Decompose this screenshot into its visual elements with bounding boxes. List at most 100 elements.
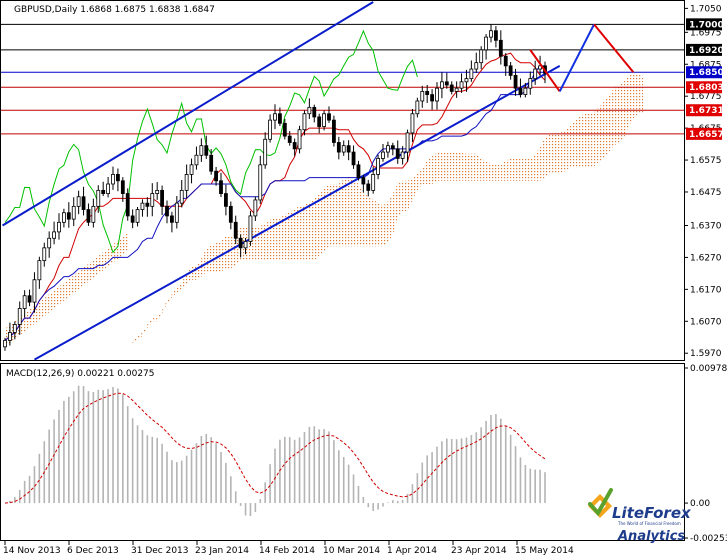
brand-sub: Analytics xyxy=(617,529,685,544)
candle-body xyxy=(302,113,307,131)
channel-line xyxy=(2,1,374,227)
candle-body xyxy=(62,212,66,223)
channel-line xyxy=(33,64,561,361)
price-tick-label: 1.6875 xyxy=(690,60,722,70)
candle-body xyxy=(327,113,331,121)
candle-body xyxy=(361,177,366,185)
macd-label: MACD(12,26,9) 0.00221 0.00275 xyxy=(6,369,155,379)
candle-body xyxy=(410,113,415,134)
candle-body xyxy=(420,90,425,102)
time-tick-label: 14 Nov 2013 xyxy=(3,546,61,556)
candle-body xyxy=(17,308,22,325)
candle-body xyxy=(233,221,238,239)
candle-body xyxy=(116,174,120,182)
candle-body xyxy=(381,151,385,159)
candle-body xyxy=(238,237,243,249)
candle-body xyxy=(268,119,272,140)
candle-body xyxy=(91,205,96,223)
candle-body xyxy=(145,202,150,207)
candle-body xyxy=(86,209,91,223)
level-tag-label: 1.6850 xyxy=(689,68,724,78)
candle-body xyxy=(42,247,47,262)
time-tick-label: 15 May 2014 xyxy=(515,546,574,556)
symbol-header: GBPUSD,Daily 1.6868 1.6875 1.6838 1.6847 xyxy=(14,5,215,15)
candle-body xyxy=(189,164,194,175)
candle-body xyxy=(508,65,513,76)
candle-body xyxy=(444,81,449,86)
trend-channel xyxy=(2,1,561,361)
candle-body xyxy=(120,180,125,194)
candle-body xyxy=(390,145,395,150)
candle-body xyxy=(184,174,189,191)
level-tag-label: 1.6657 xyxy=(689,130,724,140)
candle-body xyxy=(101,189,106,194)
candle-body xyxy=(371,174,376,191)
candle-body xyxy=(435,87,439,102)
cloud-area xyxy=(132,73,644,344)
time-tick-label: 23 Apr 2014 xyxy=(451,546,507,556)
level-tag-label: 1.6920 xyxy=(689,46,724,56)
candle-body xyxy=(479,49,484,64)
candle-body xyxy=(258,164,263,201)
candle-body xyxy=(489,30,493,38)
candle-body xyxy=(405,132,410,153)
candle-body xyxy=(336,142,341,153)
candle-body xyxy=(278,113,282,124)
level-tag-label: 1.6803 xyxy=(689,83,724,93)
candle-body xyxy=(204,145,209,156)
logo-check-icon xyxy=(588,488,613,517)
candle-body xyxy=(356,164,361,179)
candle-body xyxy=(454,87,459,92)
candle-body xyxy=(160,189,164,207)
candle-body xyxy=(292,142,297,150)
liteforex-logo: LiteForex The World of Financial Freedom… xyxy=(588,488,692,544)
candle-body xyxy=(533,68,538,80)
candle-body xyxy=(459,81,464,89)
candle-body xyxy=(12,324,17,333)
candle-body xyxy=(253,199,258,217)
candle-body xyxy=(332,119,336,143)
candle-body xyxy=(66,212,71,220)
level-tag-label: 1.6731 xyxy=(689,106,724,116)
level-tag xyxy=(686,81,722,94)
candle-body xyxy=(430,94,434,102)
candle-body xyxy=(351,151,356,166)
candle-body xyxy=(22,295,27,309)
candle-body xyxy=(150,193,155,207)
level-tag xyxy=(686,18,722,31)
price-tick-label: 1.6975 xyxy=(690,28,722,38)
forecast-projection xyxy=(529,23,635,92)
candle-body xyxy=(3,340,7,348)
projection-segment xyxy=(529,49,561,92)
level-tags: 1.7000 1.6920 1.6850 1.6803 1.6731 1.6657 xyxy=(686,18,724,140)
price-tick-label: 1.6070 xyxy=(690,317,722,327)
price-tick-label: 1.6475 xyxy=(690,188,722,198)
candle-body xyxy=(194,154,199,166)
candle-body xyxy=(57,221,61,233)
macd-tick-label: -0.00253 xyxy=(690,534,727,544)
kijun-line xyxy=(4,65,545,341)
candle-body xyxy=(366,183,371,191)
price-tick-label: 1.6170 xyxy=(690,285,722,295)
candle-body xyxy=(464,78,469,83)
candle-body xyxy=(494,30,498,41)
candle-body xyxy=(282,122,287,137)
projection-segment xyxy=(593,23,635,73)
macd-signal-line xyxy=(4,392,546,504)
candle-body xyxy=(248,215,253,242)
candle-body xyxy=(528,78,533,89)
price-tick-label: 1.5970 xyxy=(690,349,722,359)
candle-body xyxy=(523,87,528,95)
candle-body xyxy=(503,55,508,67)
candle-body xyxy=(307,106,312,115)
candle-body xyxy=(219,180,223,194)
time-tick-label: 14 Feb 2014 xyxy=(259,546,315,556)
candle-body xyxy=(106,183,110,194)
level-tag xyxy=(686,127,722,140)
candle-body xyxy=(228,205,233,223)
candle-body xyxy=(243,241,248,249)
candle-body xyxy=(52,231,56,239)
candle-body xyxy=(224,193,228,207)
time-tick-label: 31 Dec 2013 xyxy=(131,546,189,556)
